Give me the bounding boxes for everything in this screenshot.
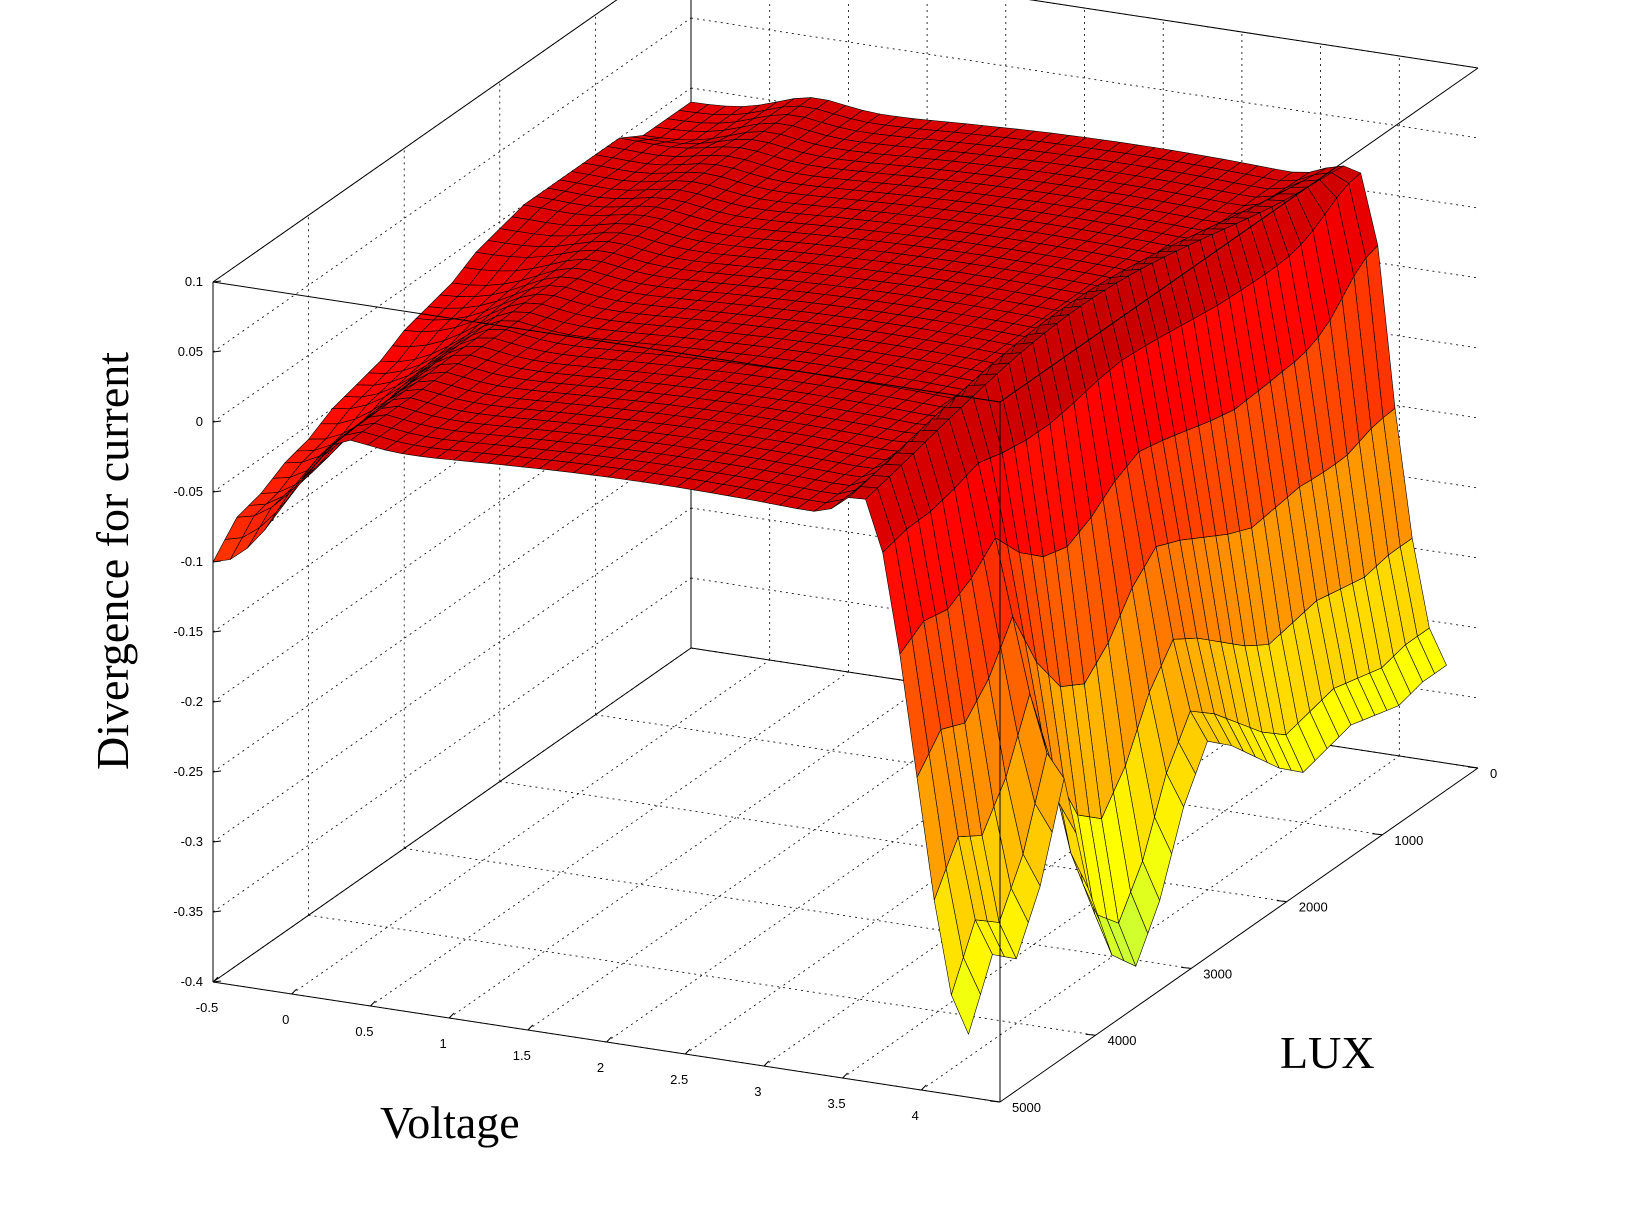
grid-line xyxy=(606,707,1085,1043)
y-tick-mark xyxy=(1181,966,1192,969)
surface-mesh xyxy=(212,97,1447,1035)
y-tick-label: 0 xyxy=(1490,766,1497,781)
z-tick-mark xyxy=(212,910,222,913)
grid-line xyxy=(308,914,1096,1036)
z-tick-label: -0.25 xyxy=(173,764,203,779)
x-tick-label: -0.5 xyxy=(196,1000,218,1015)
y-tick-mark xyxy=(1085,1033,1096,1036)
grid-line xyxy=(212,87,692,423)
x-tick-mark xyxy=(920,1084,927,1091)
z-tick-mark xyxy=(212,770,222,773)
z-tick-label: 0.1 xyxy=(185,274,203,289)
grid-line xyxy=(690,17,1479,139)
grid-line xyxy=(690,577,1479,699)
x-tick-mark xyxy=(370,1000,376,1007)
z-tick-mark xyxy=(212,560,222,563)
x-tick-label: 3 xyxy=(754,1084,761,1099)
x-tick-label: 2 xyxy=(597,1060,604,1075)
front-edge xyxy=(999,67,1479,403)
grid-line xyxy=(690,507,1479,629)
x-tick-mark xyxy=(606,1036,612,1043)
z-tick-mark xyxy=(212,700,222,703)
y-tick-mark xyxy=(989,1100,1001,1103)
x-axis-label: Voltage xyxy=(380,1097,520,1148)
x-axis-ticks: -0.5 0 0.5 1 1.5 2 2.5 3 3.5 4 xyxy=(196,976,927,1123)
z-tick-label: 0.05 xyxy=(178,344,203,359)
z-tick-label: -0.05 xyxy=(173,484,203,499)
y-axis-label: LUX xyxy=(1280,1027,1375,1078)
z-tick-mark xyxy=(212,280,222,283)
z-axis-label: Divergence for current xyxy=(87,352,138,770)
grid-line xyxy=(212,227,692,563)
z-tick-label: 0 xyxy=(196,414,203,429)
grid-line xyxy=(212,367,692,703)
z-tick-label: -0.1 xyxy=(181,554,203,569)
y-tick-label: 5000 xyxy=(1012,1100,1041,1115)
y-tick-label: 4000 xyxy=(1108,1033,1137,1048)
grid-line xyxy=(212,17,692,353)
z-tick-mark xyxy=(212,630,222,633)
z-tick-label: -0.4 xyxy=(181,974,203,989)
x-tick-mark xyxy=(291,988,298,995)
x-tick-label: 0.5 xyxy=(355,1024,373,1039)
grid-line xyxy=(212,577,692,913)
z-tick-label: -0.3 xyxy=(181,834,203,849)
z-tick-mark xyxy=(212,840,222,843)
grid-line xyxy=(212,507,692,843)
z-axis-ticks: 0.1 0.05 0 -0.05 -0.1 -0.15 -0.2 -0.25 -0.3 -0.35… xyxy=(173,274,222,989)
y-axis-ticks: 0 1000 2000 3000 4000 5000 xyxy=(989,766,1497,1115)
z-tick-label: -0.35 xyxy=(173,904,203,919)
x-tick-label: 0 xyxy=(282,1012,289,1027)
front-edge xyxy=(999,767,1479,1103)
z-tick-mark xyxy=(212,350,222,353)
grid-line xyxy=(448,683,928,1019)
y-tick-label: 2000 xyxy=(1299,900,1328,915)
x-tick-mark xyxy=(763,1060,770,1067)
y-tick-mark xyxy=(1276,900,1287,903)
x-tick-label: 2.5 xyxy=(670,1072,688,1087)
z-tick-label: -0.15 xyxy=(173,624,203,639)
grid-line xyxy=(842,743,1321,1079)
y-tick-label: 1000 xyxy=(1394,833,1423,848)
grid-line xyxy=(404,848,1192,969)
back-edge xyxy=(1028,0,1479,69)
back-edge xyxy=(212,647,692,983)
grid-line xyxy=(690,647,1479,769)
grid-line xyxy=(499,781,1287,902)
grid-line xyxy=(291,659,770,995)
grid-line xyxy=(212,437,692,773)
y-tick-label: 3000 xyxy=(1203,966,1232,981)
x-tick-label: 4 xyxy=(912,1108,919,1123)
y-tick-mark xyxy=(1372,833,1383,836)
x-tick-mark xyxy=(448,1012,455,1019)
x-tick-mark xyxy=(527,1024,534,1031)
x-tick-label: 1.5 xyxy=(513,1048,531,1063)
x-tick-mark xyxy=(684,1048,691,1055)
grid-line xyxy=(763,731,1243,1067)
grid-line xyxy=(370,671,849,1007)
surface-face xyxy=(212,537,243,563)
z-tick-mark xyxy=(212,490,222,493)
grid-line xyxy=(212,0,618,283)
grid-line xyxy=(684,719,1164,1055)
grid-line xyxy=(212,157,692,493)
grid-line xyxy=(527,695,1007,1031)
y-tick-mark xyxy=(1467,766,1479,769)
grid-line xyxy=(595,714,1383,836)
grid-line xyxy=(212,297,692,633)
x-tick-mark xyxy=(212,976,219,983)
x-tick-label: 3.5 xyxy=(828,1096,846,1111)
z-tick-label: -0.2 xyxy=(181,694,203,709)
grid-line xyxy=(921,755,1400,1091)
x-tick-mark xyxy=(842,1072,848,1079)
front-edge xyxy=(212,281,1001,403)
x-tick-label: 1 xyxy=(439,1036,446,1051)
z-tick-mark xyxy=(212,980,222,983)
z-tick-mark xyxy=(212,420,222,423)
grid-line xyxy=(212,647,692,983)
